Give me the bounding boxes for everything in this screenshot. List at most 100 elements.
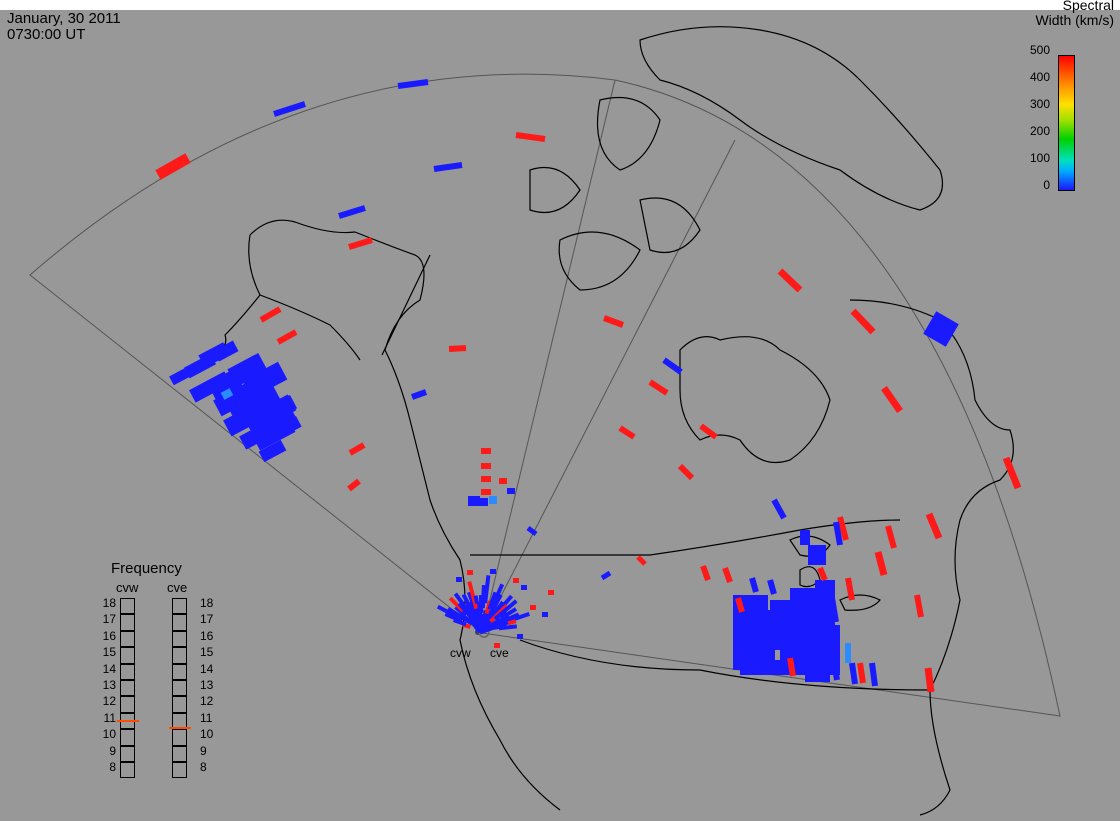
echo-segment (1002, 456, 1022, 490)
echo-segment (498, 624, 518, 631)
frequency-scale-left-11: 11 (103, 710, 116, 725)
echo-segment (480, 584, 486, 609)
echo-segment (436, 604, 460, 620)
echo-segment (662, 357, 683, 375)
frequency-cell (120, 680, 135, 697)
frequency-cell (172, 663, 187, 680)
legend-tick-400: 400 (1029, 70, 1050, 84)
echo-segment (924, 667, 935, 693)
echo-segment (496, 612, 520, 626)
legend-title-line2: Width (km/s) (1035, 12, 1114, 28)
echo-segment (831, 661, 840, 681)
echo-cell (770, 600, 790, 650)
echo-cell (548, 590, 554, 595)
echo-cell (845, 643, 851, 663)
site-label-cvw: cvw (450, 646, 471, 660)
echo-segment (467, 591, 479, 615)
echo-cell (468, 496, 480, 506)
legend-title: Spectral Width (km/s) (1035, 0, 1114, 28)
echo-segment (881, 386, 903, 413)
echo-cell (740, 660, 790, 675)
echo-cell (278, 416, 302, 436)
frequency-column-cve: cve (167, 580, 188, 595)
echo-segment (833, 521, 843, 546)
legend-title-line1: Spectral (1062, 0, 1114, 13)
frequency-cell (120, 614, 135, 631)
frequency-scale-left-8: 8 (109, 760, 116, 774)
frequency-scale-right-12: 12 (200, 694, 214, 709)
echo-cell (467, 570, 473, 575)
frequency-scale-right-13: 13 (200, 678, 214, 692)
frequency-scale-right-18: 18 (200, 596, 214, 610)
echo-segment (485, 593, 503, 621)
frequency-title: Frequency (111, 560, 182, 577)
frequency-cell (172, 762, 187, 779)
frequency-cell (172, 745, 187, 762)
echo-cell (481, 489, 491, 495)
frequency-cell (172, 729, 187, 746)
echo-segment (447, 606, 473, 626)
echo-segment (845, 577, 855, 601)
echo-segment (869, 662, 878, 687)
echo-cell (481, 448, 491, 454)
echo-segment (735, 597, 745, 613)
coastlines (204, 26, 1014, 816)
echo-cell (456, 577, 462, 582)
frequency-scale-right-9: 9 (200, 743, 207, 758)
echo-cell (815, 580, 835, 630)
echo-cell (521, 585, 527, 590)
echo-segment (850, 308, 876, 335)
frequency-scale-right-14: 14 (200, 661, 214, 676)
colour-scale-bar (1058, 55, 1075, 191)
echo-cell (213, 340, 239, 362)
echo-cell (267, 395, 298, 420)
echo-segment (925, 512, 943, 540)
echo-cell (507, 488, 515, 494)
echo-segment (771, 498, 787, 520)
echo-segment (498, 594, 514, 611)
echo-segment (515, 132, 546, 142)
echo-cell (499, 478, 507, 484)
echo-segment (767, 579, 777, 595)
frequency-scale-right-15: 15 (200, 645, 214, 660)
legend-tick-200: 200 (1029, 124, 1050, 138)
echo-segment (493, 600, 505, 614)
frequency-cell (172, 614, 187, 631)
frequency-scale-left-18: 18 (102, 596, 116, 610)
echo-segment (461, 593, 472, 608)
frequency-cell (120, 745, 135, 762)
echo-segment (849, 662, 858, 685)
frequency-scale-left-9: 9 (109, 743, 116, 758)
echo-segment (885, 525, 897, 549)
echo-segment (487, 591, 498, 610)
echo-segment (448, 596, 465, 613)
echo-cell (239, 415, 286, 450)
echo-segment (648, 379, 669, 396)
echo-segment (749, 577, 759, 593)
frequency-cell (172, 680, 187, 697)
frequency-cell (120, 696, 135, 713)
legend-tick-300: 300 (1029, 97, 1050, 111)
frequency-scale-right-8: 8 (200, 760, 207, 774)
echo-segment (155, 153, 191, 180)
frequency-scale-left-15: 15 (102, 645, 116, 660)
echo-cell (481, 476, 491, 482)
echo-cell (542, 612, 548, 617)
echo-cell (808, 545, 826, 565)
echo-segment (829, 597, 839, 623)
legend-tick-500: 500 (1029, 43, 1050, 57)
map-date: January, 30 2011 (7, 10, 121, 27)
echo-segment (473, 595, 480, 604)
echo-cell (223, 401, 267, 437)
echo-segment (502, 611, 530, 625)
echo-cell (480, 498, 488, 506)
echo-segment (347, 478, 361, 492)
echo-segment (503, 607, 518, 618)
echo-segment (444, 612, 463, 624)
echo-segment (636, 555, 647, 566)
backscatter-echoes (155, 79, 1022, 693)
frequency-scale-left-16: 16 (102, 628, 116, 643)
echo-cell (494, 643, 500, 648)
echo-segment (348, 442, 366, 456)
